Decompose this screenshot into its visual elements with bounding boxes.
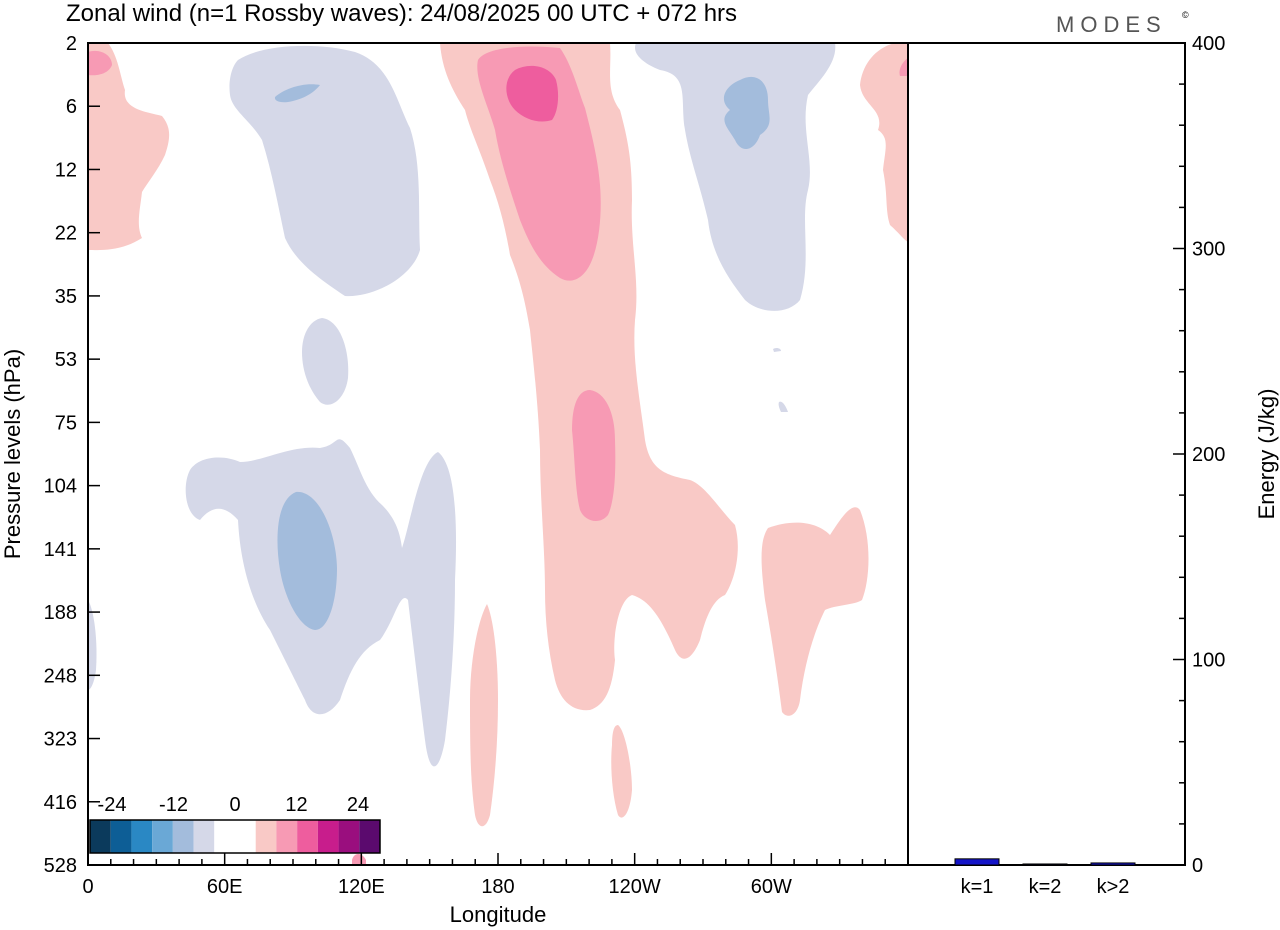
contour-positive-strong-core <box>506 65 559 122</box>
x-tick-label: 60E <box>207 876 243 898</box>
colorbar-label: -12 <box>159 794 188 816</box>
y-tick-label: 188 <box>44 602 77 624</box>
contour-positive-main-tongue <box>440 43 738 711</box>
contour-negative-mid-small <box>302 318 349 405</box>
contour-positive-upper-east-edge <box>860 43 908 242</box>
energy-x-axis: k=1 k=2 k>2 <box>961 876 1130 898</box>
contour-positive-upper-west-edge <box>88 43 170 251</box>
contour-negative-upper-east <box>635 43 836 311</box>
contour-field <box>88 43 908 865</box>
y-axis-label: Pressure levels (hPa) <box>0 349 25 559</box>
energy-y-axis: 0 100 200 300 400 <box>1173 33 1225 877</box>
colorbar-swatch <box>110 820 132 853</box>
contour-positive-edge-small-east <box>899 58 908 76</box>
colorbar-swatch <box>297 820 318 853</box>
colorbar-swatch <box>90 820 111 853</box>
contour-positive-upper-core <box>477 46 601 281</box>
contour-negative-edge <box>88 600 97 690</box>
colorbar-swatch <box>359 820 380 853</box>
energy-tick-label: 0 <box>1192 855 1203 877</box>
x-tick-label: 180 <box>481 876 514 898</box>
energy-axis-label: Energy (J/kg) <box>1254 389 1279 520</box>
contour-positive-lower-east <box>761 507 869 716</box>
colorbar-swatch <box>317 820 339 853</box>
colorbar-swatch <box>214 820 235 853</box>
y-axis: 2 6 12 22 35 53 75 104 141 188 248 323 416 528 <box>44 33 100 877</box>
y-tick-label: 104 <box>44 476 77 498</box>
contour-positive-lower-finger-1 <box>470 604 498 827</box>
colorbar-label: -24 <box>98 794 127 816</box>
y-tick-label: 416 <box>44 792 77 814</box>
colorbar-swatch <box>255 820 277 853</box>
energy-frame <box>907 42 1186 866</box>
y-tick-label: 6 <box>66 96 77 118</box>
colorbar-swatch <box>338 820 360 853</box>
colorbar-swatch <box>131 820 153 853</box>
contour-negative-speck-2 <box>778 401 788 412</box>
energy-bar <box>1090 862 1136 866</box>
colorbar-swatch <box>193 820 215 853</box>
energy-category-label: k>2 <box>1097 876 1130 898</box>
y-tick-label: 323 <box>44 729 77 751</box>
energy-category-label: k=1 <box>961 876 994 898</box>
energy-category-label: k=2 <box>1029 876 1062 898</box>
contour-positive-edge-small <box>88 50 112 76</box>
contour-negative-core-lower <box>277 491 337 630</box>
energy-bar-chart: 0 100 200 300 400 k=1 k=2 k>2 Energy (J/kg) <box>907 33 1279 898</box>
energy-bars <box>954 858 1136 866</box>
contour-negative-core-upper-east <box>723 76 770 150</box>
y-tick-label: 53 <box>55 349 77 371</box>
logo-text: MODES <box>1056 12 1167 37</box>
contour-negative-upper-west <box>229 45 420 297</box>
contour-negative-speck-1 <box>773 347 781 352</box>
colorbar-label: 0 <box>229 794 240 816</box>
colorbar-swatch <box>276 820 298 853</box>
y-tick-label: 22 <box>55 223 77 245</box>
y-tick-label: 75 <box>55 412 77 434</box>
y-tick-label: 2 <box>66 33 77 55</box>
energy-bar <box>1022 863 1068 866</box>
y-tick-label: 528 <box>44 855 77 877</box>
contour-positive-lower-finger-2 <box>611 725 632 818</box>
colorbar-swatch <box>152 820 173 853</box>
energy-bar <box>954 858 1000 866</box>
y-tick-label: 248 <box>44 665 77 687</box>
x-axis: 0 60E 120E 180 120W 60W <box>82 853 886 898</box>
contour-positive-mid-core <box>572 390 616 522</box>
y-tick-label: 12 <box>55 159 77 181</box>
colorbar-label: 12 <box>285 794 307 816</box>
y-tick-label: 141 <box>44 539 77 561</box>
x-axis-label: Longitude <box>450 902 547 927</box>
x-tick-label: 60W <box>751 876 792 898</box>
colorbar-swatch <box>235 820 256 853</box>
contour-positive-bottom-blip <box>352 854 366 865</box>
energy-tick-label: 100 <box>1192 650 1225 672</box>
chart-title: Zonal wind (n=1 Rossby waves): 24/08/202… <box>66 0 737 27</box>
energy-tick-label: 300 <box>1192 239 1225 261</box>
x-tick-label: 120E <box>338 876 385 898</box>
x-tick-label: 120W <box>609 876 661 898</box>
y-tick-label: 35 <box>55 286 77 308</box>
energy-tick-label: 200 <box>1192 444 1225 466</box>
colorbar-frame <box>89 819 381 854</box>
energy-tick-label: 400 <box>1192 33 1225 55</box>
contour-negative-core-upper-west <box>274 84 320 103</box>
colorbar-label: 24 <box>347 794 369 816</box>
colorbar-swatch <box>172 820 194 853</box>
logo-mark: © <box>1182 10 1189 20</box>
x-tick-label: 0 <box>82 876 93 898</box>
modes-logo: MODES © <box>1056 10 1189 37</box>
colorbar: -24 -12 0 12 24 <box>89 794 381 854</box>
